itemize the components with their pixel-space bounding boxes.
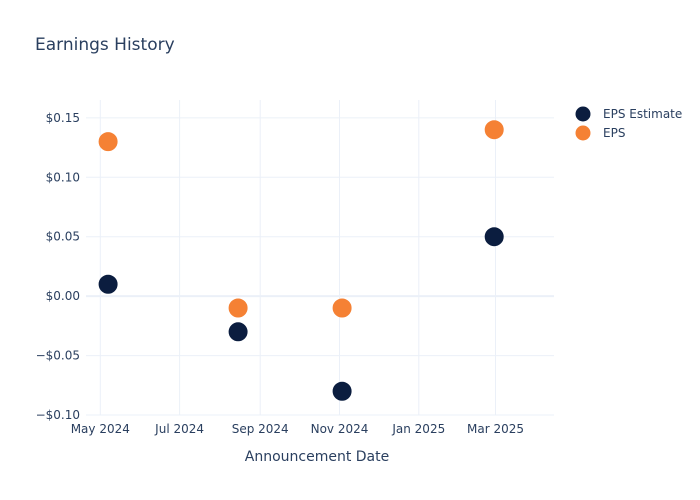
legend-marker	[575, 106, 591, 122]
points-layer	[98, 120, 504, 401]
grid-layer	[86, 100, 554, 416]
y-tick-label: $0.00	[46, 289, 80, 303]
x-tick-label: May 2024	[71, 422, 130, 436]
data-point[interactable]	[332, 298, 352, 318]
x-axis-title: Announcement Date	[245, 449, 389, 465]
legend[interactable]: EPS Estimate EPS	[575, 106, 683, 141]
series-eps	[98, 120, 504, 318]
x-tick-label: Jan 2025	[391, 422, 445, 436]
y-tick-label: $0.15	[46, 111, 80, 125]
data-point[interactable]	[332, 381, 352, 401]
data-point[interactable]	[228, 322, 248, 342]
legend-label: EPS Estimate	[603, 107, 682, 121]
x-tick-label: Mar 2025	[467, 422, 524, 436]
series-eps-estimate	[98, 227, 504, 401]
axis-layer: May 2024 Jul 2024 Sep 2024 Nov 2024 Jan 2025…	[36, 111, 524, 436]
data-point[interactable]	[484, 227, 504, 247]
legend-marker	[575, 125, 591, 141]
y-tick-label: $0.10	[46, 170, 80, 184]
y-tick-label: −$0.10	[36, 408, 80, 422]
legend-label: EPS	[603, 126, 625, 140]
data-point[interactable]	[228, 298, 248, 318]
x-tick-label: Nov 2024	[311, 422, 369, 436]
x-tick-label: Jul 2024	[154, 422, 204, 436]
data-point[interactable]	[98, 274, 118, 294]
y-tick-label: $0.05	[46, 230, 80, 244]
data-point[interactable]	[98, 132, 118, 152]
data-point[interactable]	[484, 120, 504, 140]
y-tick-label: −$0.05	[36, 349, 80, 363]
x-tick-label: Sep 2024	[232, 422, 289, 436]
chart-title: Earnings History	[35, 35, 175, 55]
legend-item[interactable]: EPS	[575, 125, 626, 141]
legend-item[interactable]: EPS Estimate	[575, 106, 683, 122]
